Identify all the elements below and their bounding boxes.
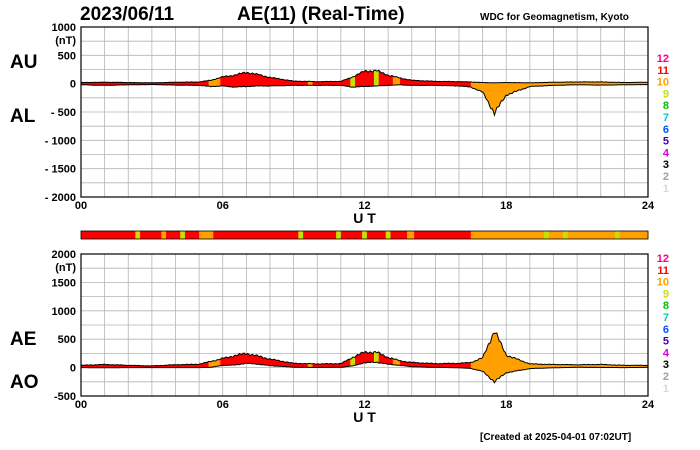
au-al-series-label-bottom: AL: [10, 106, 36, 127]
activity-bar-segment: [199, 231, 214, 239]
ae-ao-xtick-label: 18: [500, 399, 512, 411]
au-al-legend-level: 12: [657, 53, 669, 65]
ae-ao-legend-level: 3: [663, 359, 669, 371]
au-al-series-label-top: AU: [10, 52, 37, 73]
ae-ao-ytick-label: 500: [58, 334, 76, 346]
au-al-legend-level: 7: [663, 112, 669, 124]
activity-bar-segment: [470, 231, 545, 239]
au-al-xtick-label: 00: [75, 200, 87, 212]
au-al-legend-level: 2: [663, 171, 669, 183]
activity-bar-segment: [567, 231, 616, 239]
activity-bar-segment: [407, 231, 415, 239]
activity-bar-segment: [81, 231, 136, 239]
au-al-ytick-label: - 1000: [45, 135, 76, 147]
au-al-xtick-label: 18: [500, 200, 512, 212]
ae-ao-xtick-label: 06: [217, 399, 229, 411]
ae-ao-xtick-label: 24: [642, 399, 655, 411]
ae-ao-ytick-label: -500: [54, 391, 76, 403]
au-al-frame: [80, 26, 649, 198]
au-al-xtick-label: 24: [642, 200, 655, 212]
activity-bar-segment: [135, 231, 141, 239]
ae-ao-series-label-bottom: AO: [10, 372, 39, 393]
ae-ao-legend-level: 11: [657, 265, 669, 277]
ae-ao-fill-band: [373, 333, 380, 383]
au-al-unit-label: (nT): [55, 35, 76, 47]
ae-ao-xtick-label: 12: [358, 399, 370, 411]
ae-ao-legend-level: 7: [663, 312, 669, 324]
ae-ao-ytick-label: 0: [70, 363, 76, 375]
au-al-legend-level: 5: [663, 136, 669, 148]
ae-ao-legend-level: 2: [663, 371, 669, 383]
au-al-xtick-label: 12: [358, 200, 370, 212]
activity-bar-segment: [303, 231, 337, 239]
ae-ao-legend-level: 10: [657, 277, 669, 289]
activity-bar-segment: [180, 231, 186, 239]
au-al-ytick-label: - 1500: [45, 164, 76, 176]
ae-ao-frame: [80, 253, 649, 397]
activity-bar-segment: [366, 231, 387, 239]
ae-ao-xtick-label: 00: [75, 399, 87, 411]
au-al-legend-level: 4: [663, 147, 670, 159]
chart-title: AE(11) (Real-Time): [237, 4, 405, 25]
au-al-legend-level: 11: [657, 65, 669, 77]
ae-ao-unit-label: (nT): [55, 262, 76, 274]
au-al-ytick-label: 1000: [52, 22, 76, 34]
au-al-legend-level: 10: [657, 77, 669, 89]
date-label: 2023/06/11: [80, 4, 175, 25]
ae-ao-legend-level: 1: [663, 383, 669, 395]
activity-bar-segment: [161, 231, 167, 239]
au-al-xlabel: U T: [353, 210, 376, 226]
activity-bar-segment: [619, 231, 649, 239]
au-al-ytick-label: - 500: [51, 107, 76, 119]
ae-ao-legend-level: 4: [663, 347, 670, 359]
activity-bar-frame: [80, 230, 649, 240]
activity-bar-segment: [213, 231, 299, 239]
ae-ao-ytick-label: 1000: [52, 306, 76, 318]
activity-bar-segment: [166, 231, 181, 239]
au-al-series-au-line: [80, 69, 648, 84]
au-al-xtick-label: 06: [217, 200, 229, 212]
ae-ao-ytick-label: 1500: [52, 277, 76, 289]
au-al-ytick-label: 500: [58, 50, 76, 62]
ae-ao-legend-level: 9: [663, 288, 669, 300]
ae-ao-legend-level: 8: [663, 300, 669, 312]
activity-bar-segment: [336, 231, 342, 239]
activity-bar-segment: [140, 231, 162, 239]
au-al-series-al-line: [80, 83, 648, 117]
au-al-ytick-label: - 2000: [45, 192, 76, 204]
ae-ao-legend-level: 12: [657, 253, 669, 265]
ae-ao-legend-level: 6: [663, 324, 669, 336]
au-al-ytick-label: 0: [70, 79, 76, 91]
activity-bar-segment: [390, 231, 408, 239]
activity-bar-segment: [562, 231, 569, 239]
au-al-legend-level: 3: [663, 159, 669, 171]
activity-bar-segment: [614, 231, 621, 239]
activity-bar-segment: [544, 231, 550, 239]
activity-bar-segment: [184, 231, 200, 239]
ae-ao-fill-band: [350, 333, 356, 383]
activity-bar-segment: [548, 231, 564, 239]
created-timestamp: [Created at 2025-04-01 07:02UT]: [480, 432, 632, 443]
activity-bar-segment: [362, 231, 368, 239]
activity-bar-segment: [414, 231, 472, 239]
activity-bar-segment: [385, 231, 391, 239]
au-al-legend-level: 9: [663, 88, 669, 100]
au-al-legend-level: 6: [663, 124, 669, 136]
ae-ao-xlabel: U T: [353, 409, 376, 425]
activity-bar-segment: [298, 231, 304, 239]
activity-bar-segment: [340, 231, 363, 239]
source-label: WDC for Geomagnetism, Kyoto: [480, 12, 629, 23]
ae-ao-legend-level: 5: [663, 336, 669, 348]
ae-ao-series-ao-line: [81, 361, 648, 384]
au-al-legend-level: 1: [663, 183, 669, 195]
au-al-legend-level: 8: [663, 100, 669, 112]
ae-ao-ytick-label: 2000: [52, 249, 76, 261]
ae-ao-series-ae-line: [80, 332, 648, 367]
ae-ao-series-label-top: AE: [10, 329, 36, 350]
